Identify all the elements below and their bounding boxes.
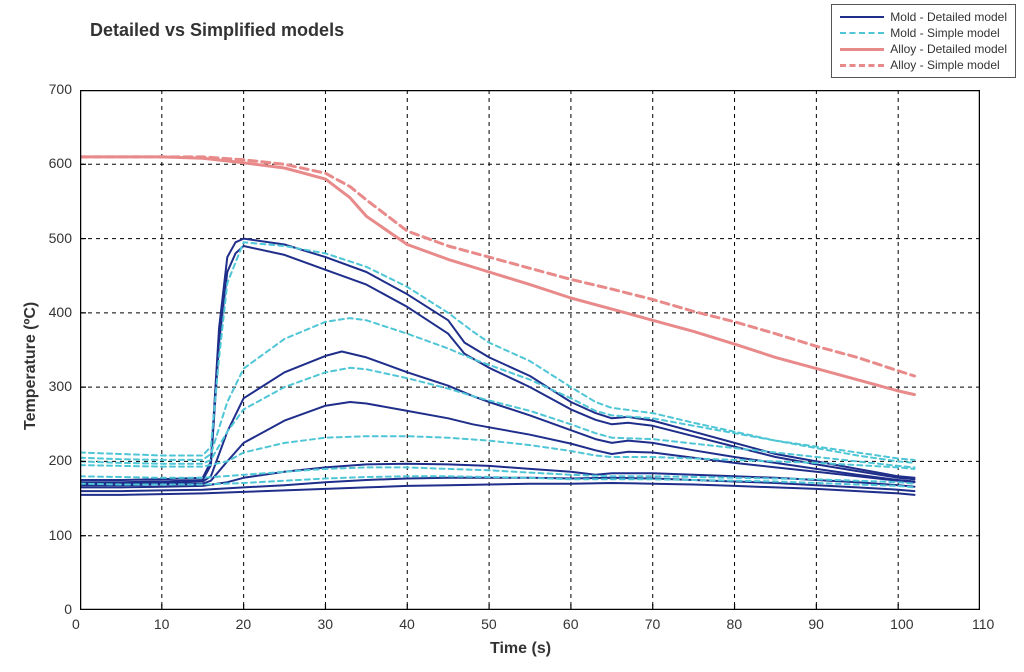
y-tick-label: 600 [49, 155, 72, 171]
legend-item: Mold - Detailed model [840, 9, 1007, 25]
legend-swatch [840, 64, 884, 67]
y-tick-label: 300 [49, 378, 72, 394]
y-tick-label: 200 [49, 452, 72, 468]
y-tick-label: 100 [49, 527, 72, 543]
x-tick-label: 80 [727, 616, 743, 632]
legend-swatch [840, 48, 884, 51]
y-tick-label: 0 [64, 601, 72, 617]
x-tick-label: 40 [399, 616, 415, 632]
chart-title: Detailed vs Simplified models [90, 20, 344, 41]
x-tick-label: 90 [808, 616, 824, 632]
x-axis-label: Time (s) [490, 640, 551, 658]
legend-label: Mold - Simple model [890, 26, 999, 40]
legend-label: Mold - Detailed model [890, 10, 1007, 24]
x-tick-label: 50 [481, 616, 497, 632]
x-tick-label: 30 [317, 616, 333, 632]
y-tick-label: 400 [49, 304, 72, 320]
legend-item: Alloy - Detailed model [840, 41, 1007, 57]
chart-container: Detailed vs Simplified models Mold - Det… [0, 0, 1024, 672]
x-tick-label: 60 [563, 616, 579, 632]
legend: Mold - Detailed model Mold - Simple model… [831, 4, 1016, 78]
y-axis-label: Temperature (ºC) [22, 302, 40, 430]
x-tick-label: 10 [154, 616, 170, 632]
x-tick-label: 0 [72, 616, 80, 632]
legend-swatch [840, 16, 884, 18]
plot-area [80, 90, 980, 610]
x-tick-label: 110 [972, 616, 994, 632]
legend-swatch [840, 32, 884, 34]
y-tick-label: 700 [49, 81, 72, 97]
x-tick-label: 70 [645, 616, 661, 632]
legend-item: Alloy - Simple model [840, 57, 1007, 73]
legend-label: Alloy - Simple model [890, 58, 999, 72]
x-tick-label: 100 [890, 616, 913, 632]
x-tick-label: 20 [236, 616, 252, 632]
y-tick-label: 500 [49, 230, 72, 246]
legend-label: Alloy - Detailed model [890, 42, 1007, 56]
legend-item: Mold - Simple model [840, 25, 1007, 41]
